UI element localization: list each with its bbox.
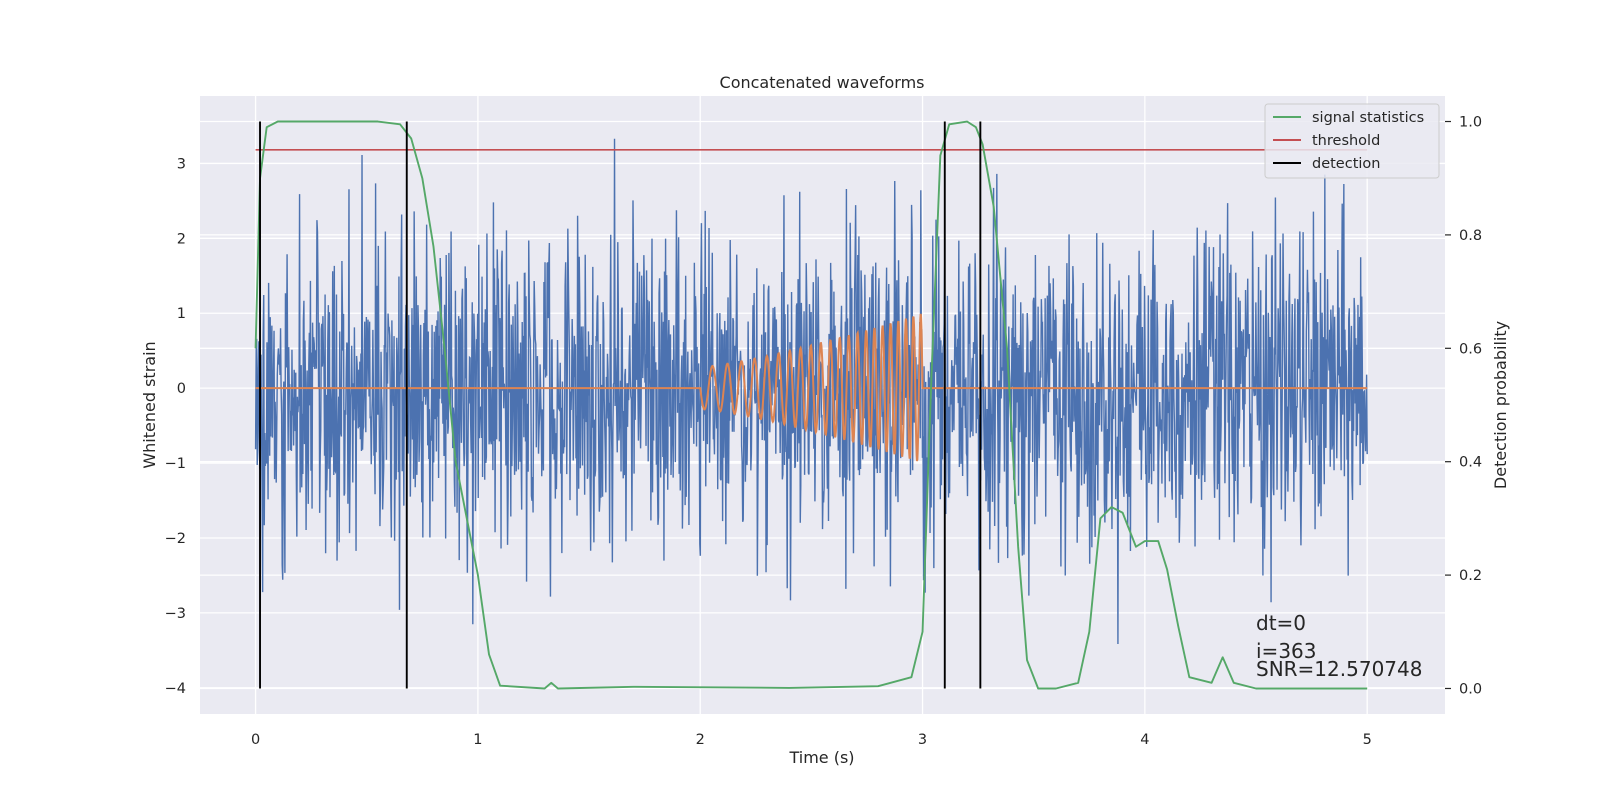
y-axis-label-left: Whitened strain bbox=[140, 341, 159, 468]
y-tick-label-right: 0.4 bbox=[1459, 455, 1482, 471]
legend: signal statistics threshold detection bbox=[1264, 103, 1440, 179]
y-tick-label-left: 2 bbox=[177, 231, 186, 247]
x-tick-label: 1 bbox=[473, 732, 482, 748]
x-tick-label: 3 bbox=[918, 732, 927, 748]
y-tick-label-left: 0 bbox=[177, 381, 186, 397]
template-series-line bbox=[255, 313, 1368, 462]
y-tick-label-left: −1 bbox=[165, 456, 186, 472]
annotation-text: i=363 bbox=[1256, 639, 1317, 663]
legend-label: signal statistics bbox=[1312, 110, 1424, 126]
x-tick-label: 2 bbox=[696, 732, 705, 748]
legend-label: threshold bbox=[1312, 133, 1380, 149]
right-axis-ticks: 0.0 0.2 0.4 0.6 0.8 1.0 bbox=[1445, 115, 1482, 697]
x-tick-label: 0 bbox=[251, 732, 260, 748]
x-tick-label: 4 bbox=[1140, 732, 1149, 748]
annotation-text: SNR=12.570748 bbox=[1256, 657, 1422, 681]
plot-content bbox=[254, 120, 1368, 690]
y-tick-label-right: 0.6 bbox=[1459, 341, 1482, 357]
strain-series-line bbox=[254, 138, 1368, 644]
x-tick-label: 5 bbox=[1363, 732, 1372, 748]
x-axis-label: Time (s) bbox=[788, 748, 854, 767]
y-tick-label-left: 3 bbox=[177, 156, 186, 172]
y-tick-label-left: −3 bbox=[165, 606, 186, 622]
legend-label: detection bbox=[1312, 156, 1380, 172]
left-axis-ticks: −4 −3 −2 −1 0 1 2 3 bbox=[165, 156, 186, 696]
y-axis-label-right: Detection probability bbox=[1491, 321, 1510, 489]
y-tick-label-right: 0.2 bbox=[1459, 568, 1482, 584]
y-tick-label-left: −2 bbox=[165, 531, 186, 547]
y-tick-label-left: 1 bbox=[177, 306, 186, 322]
x-axis-ticks: 0 1 2 3 4 5 bbox=[251, 732, 1372, 748]
y-tick-label-right: 0.0 bbox=[1459, 681, 1482, 697]
annotation-text: dt=0 bbox=[1256, 611, 1306, 635]
chart-title: Concatenated waveforms bbox=[720, 73, 925, 92]
y-tick-label-right: 1.0 bbox=[1459, 115, 1482, 131]
y-tick-label-right: 0.8 bbox=[1459, 228, 1482, 244]
y-tick-label-left: −4 bbox=[165, 681, 186, 697]
legend-box bbox=[1264, 103, 1440, 179]
